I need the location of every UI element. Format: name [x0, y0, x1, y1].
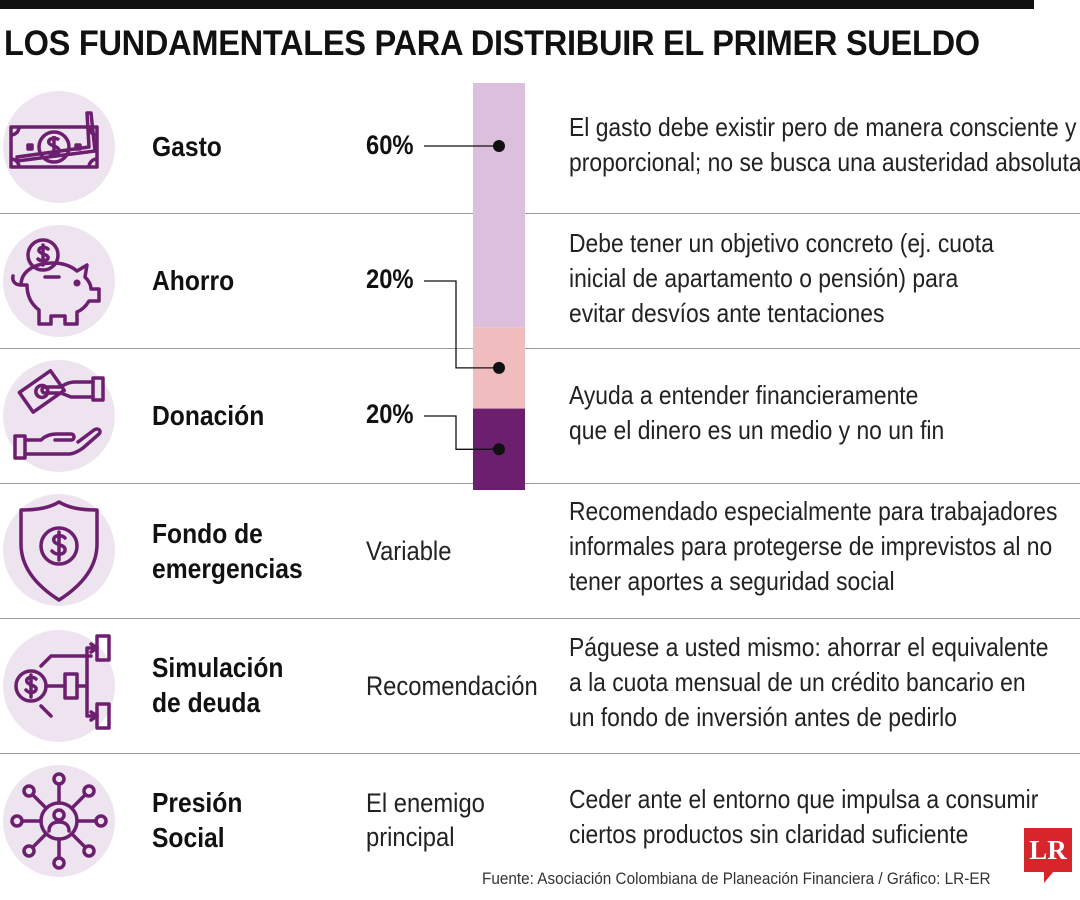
logo-tail: [1044, 871, 1054, 883]
page-title: LOS FUNDAMENTALES PARA DISTRIBUIR EL PRI…: [4, 24, 980, 63]
item-value: Recomendación: [366, 671, 538, 701]
item-name: Simulación de deuda: [152, 650, 283, 720]
description-line: Debe tener un objetivo concreto (ej. cuo…: [569, 228, 994, 258]
item-description: Debe tener un objetivo concreto (ej. cuo…: [569, 226, 994, 331]
shield-dollar-icon: [3, 494, 115, 606]
bar-marker-gasto: [493, 140, 505, 152]
value-line: El enemigo: [366, 788, 485, 818]
row-divider: [0, 618, 1080, 619]
bar-segment-ahorro: [473, 327, 525, 409]
bar-marker-donación: [493, 443, 505, 456]
description-line: Páguese a usted mismo: ahorrar el equiva…: [569, 632, 1049, 662]
name-line: Simulación: [152, 652, 284, 683]
name-line: Presión: [152, 787, 243, 818]
dollar-flow-icon: [3, 630, 115, 742]
description-line: evitar desvíos ante tentaciones: [569, 298, 885, 328]
giving-hand-icon: [3, 360, 115, 472]
description-line: proporcional; no se busca una austeridad…: [569, 147, 1080, 177]
item-description: Ayuda a entender financieramente que el …: [569, 378, 944, 448]
social-network-icon: [3, 765, 115, 877]
row-divider: [0, 483, 1080, 484]
lr-logo: LR: [1024, 828, 1072, 872]
item-name: Fondo de emergencias: [152, 516, 303, 586]
item-name: Donación: [152, 400, 265, 431]
row-divider: [0, 213, 1080, 214]
row-divider: [0, 753, 1080, 754]
name-line: de deuda: [152, 687, 261, 718]
row-divider: [0, 348, 1080, 349]
name-line: Fondo de: [152, 518, 263, 549]
item-name: Ahorro: [152, 265, 235, 296]
description-line: inicial de apartamento o pensión) para: [569, 263, 959, 293]
bar-marker-ahorro: [493, 361, 505, 374]
bar-segment-gasto: [473, 83, 525, 328]
leader-line-donación: [424, 415, 499, 450]
description-line: informales para protegerse de imprevisto…: [569, 531, 1053, 561]
item-percentage: 20%: [366, 399, 414, 429]
item-percentage: 60%: [366, 130, 414, 160]
item-description: Ceder ante el entorno que impulsa a cons…: [569, 782, 1038, 852]
name-line: emergencias: [152, 553, 303, 584]
item-description: El gasto debe existir pero de manera con…: [569, 110, 1080, 180]
description-line: Ceder ante el entorno que impulsa a cons…: [569, 784, 1039, 814]
money-bill-icon: [3, 91, 115, 203]
value-line: principal: [366, 822, 455, 852]
description-line: que el dinero es un medio y no un fin: [569, 415, 945, 445]
leader-line-ahorro: [424, 280, 499, 369]
bar-segment-donación: [473, 408, 525, 490]
source-note: Fuente: Asociación Colombiana de Planeac…: [482, 869, 991, 888]
description-line: Recomendado especialmente para trabajado…: [569, 496, 1058, 526]
top-rule: [0, 0, 1034, 9]
item-value: Variable: [366, 536, 452, 566]
item-name: Gasto: [152, 131, 222, 162]
item-percentage: 20%: [366, 264, 414, 294]
description-line: El gasto debe existir pero de manera con…: [569, 112, 1077, 142]
description-line: un fondo de inversión antes de pedirlo: [569, 702, 957, 732]
item-value: El enemigo principal: [366, 786, 485, 854]
item-name: Presión Social: [152, 785, 242, 855]
description-line: ciertos productos sin claridad suficient…: [569, 819, 969, 849]
name-line: Social: [152, 822, 225, 853]
piggy-bank-icon: [3, 225, 115, 337]
item-description: Recomendado especialmente para trabajado…: [569, 494, 1057, 599]
description-line: a la cuota mensual de un crédito bancari…: [569, 667, 1026, 697]
description-line: Ayuda a entender financieramente: [569, 380, 919, 410]
description-line: tener aportes a seguridad social: [569, 566, 895, 596]
item-description: Páguese a usted mismo: ahorrar el equiva…: [569, 630, 1048, 735]
